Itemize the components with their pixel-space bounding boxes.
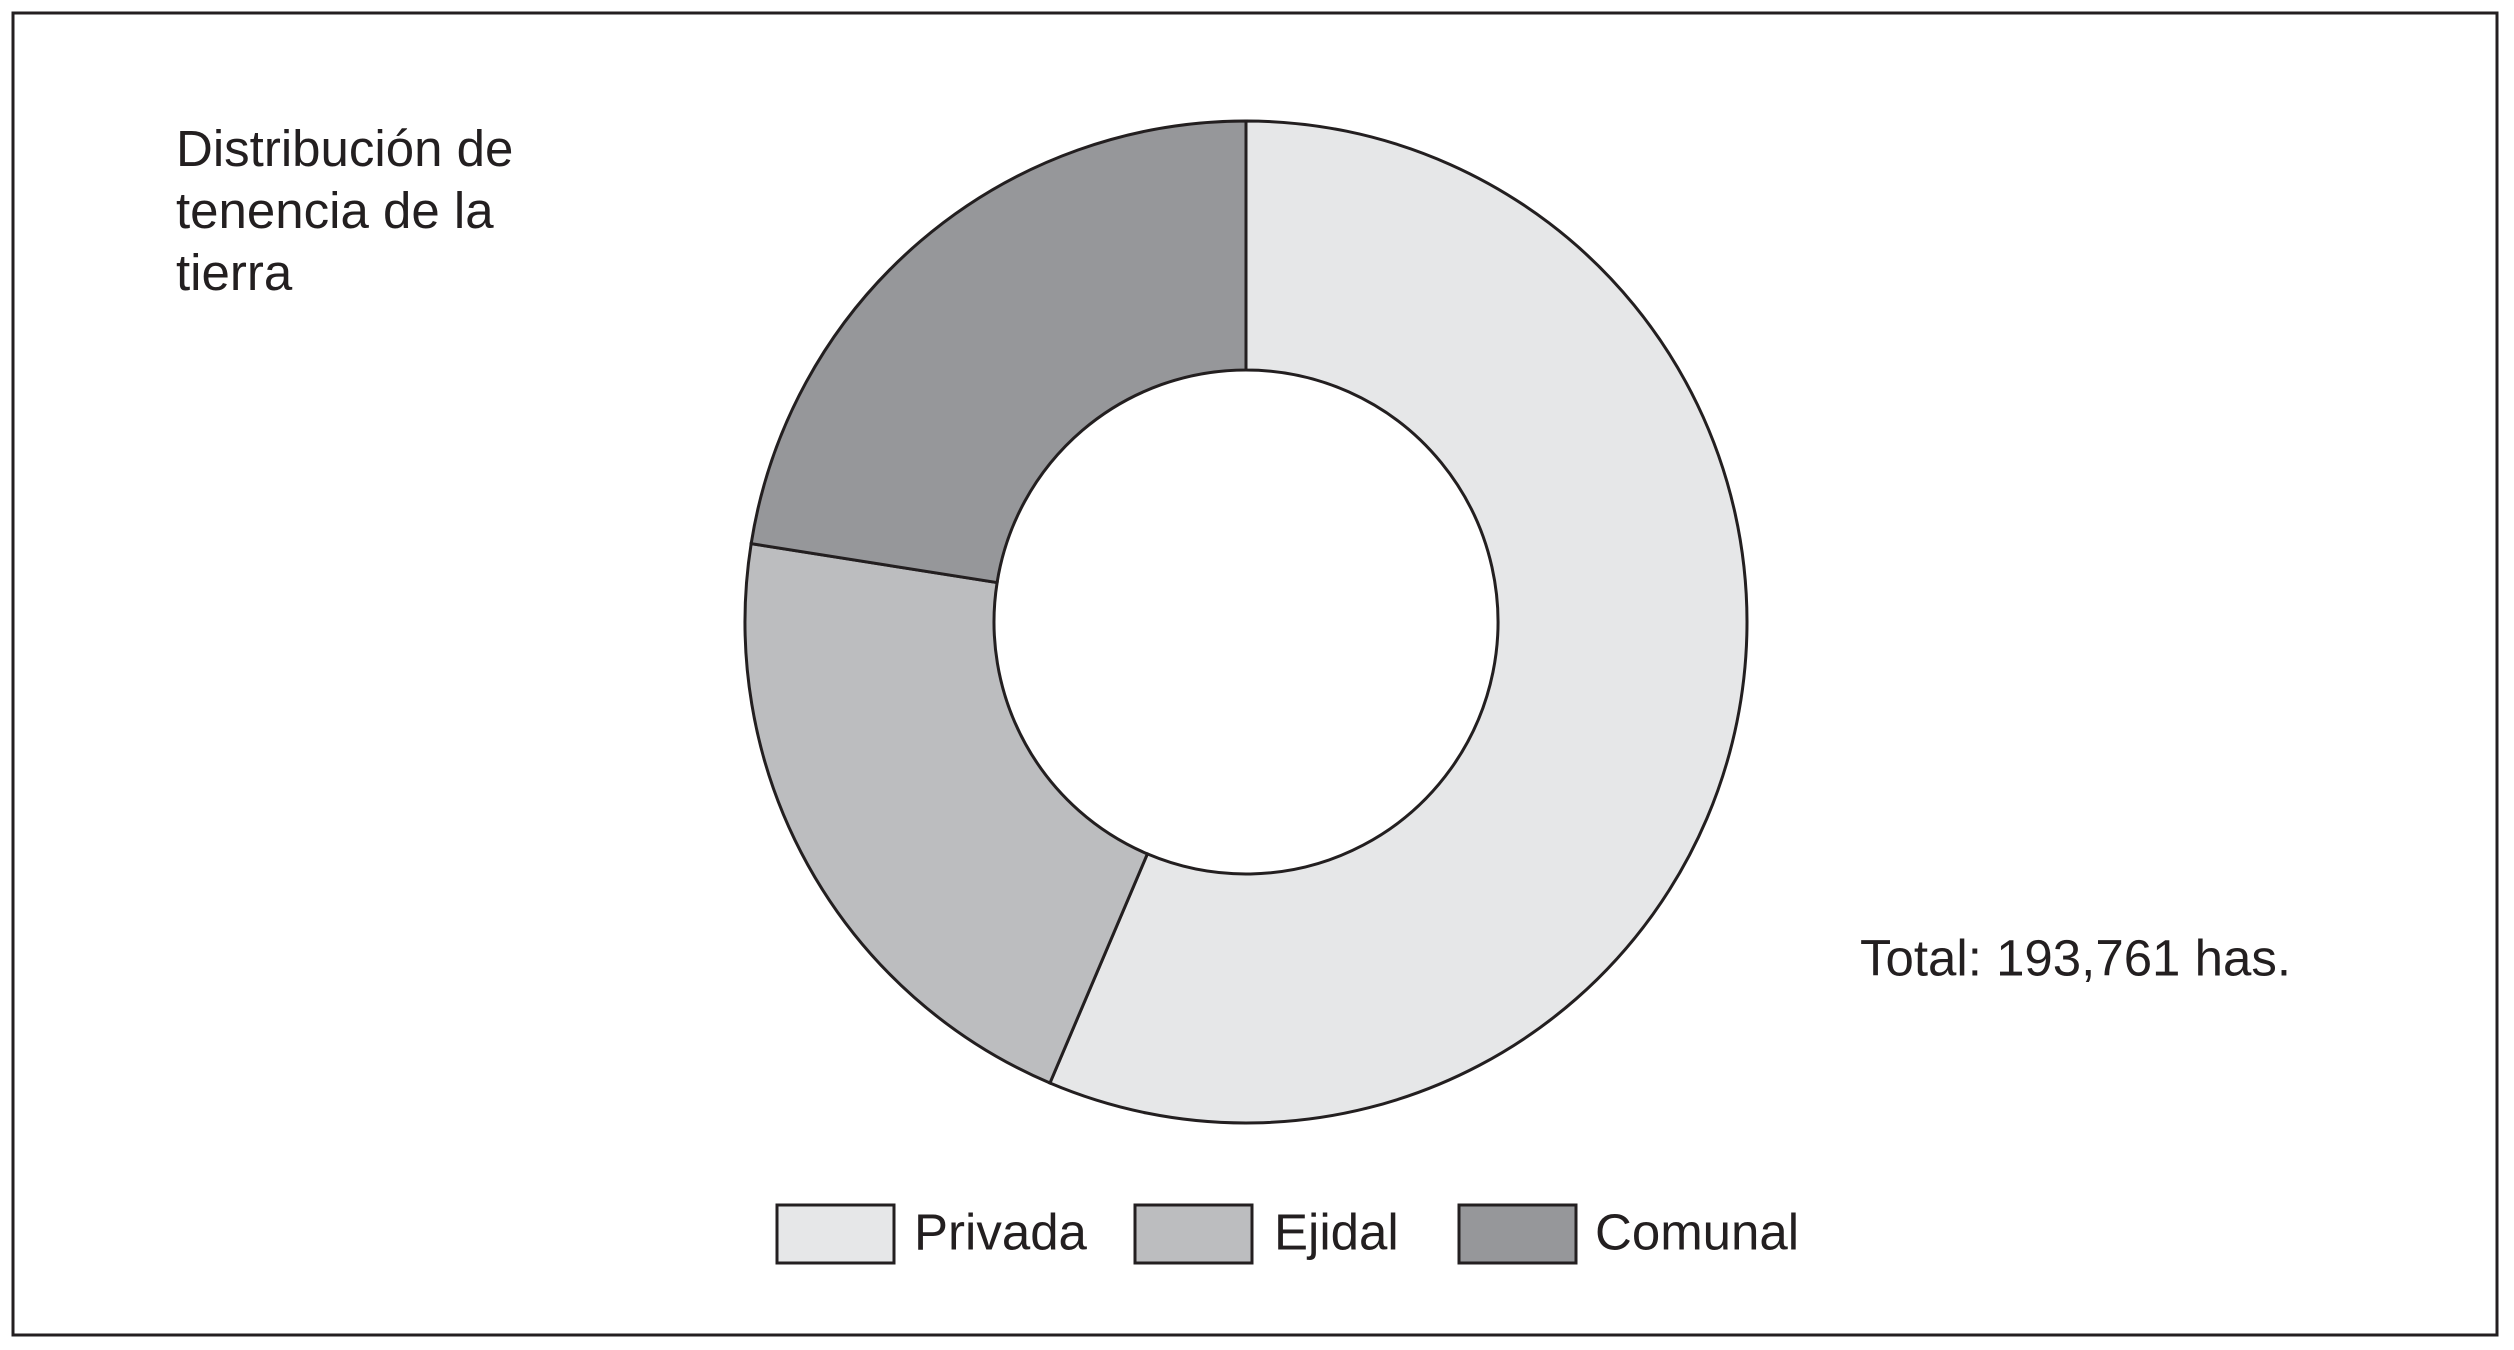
legend-label: Privada [914,1203,1088,1260]
annotation: Total: 193,761 has. [1860,929,2291,986]
legend-swatch [775,1203,896,1265]
frame [11,11,2499,1337]
chart-title: Distribución de tenencia de la tierra [176,120,514,301]
donut-slice [743,541,1150,1086]
legend-swatch [1457,1203,1578,1265]
donut-slice [1047,119,1749,1125]
legend-label: Comunal [1595,1203,1799,1260]
legend-swatch [1133,1203,1254,1265]
legend-label: Ejidal [1274,1203,1399,1260]
donut-slice [749,119,1248,585]
